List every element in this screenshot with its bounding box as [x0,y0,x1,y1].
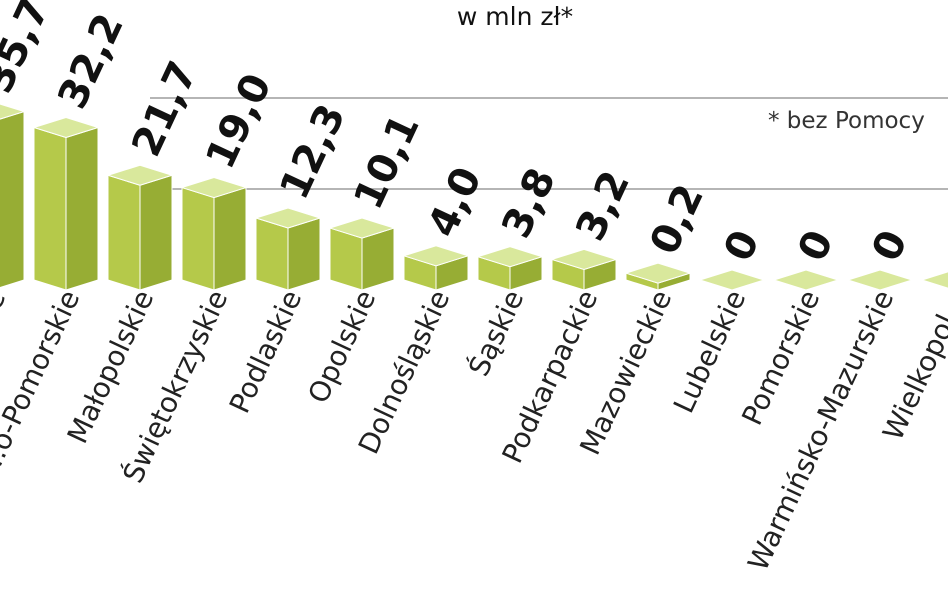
bar-top-12 [772,269,840,291]
bar-side-4 [213,186,247,291]
bar-top-3 [106,164,174,186]
category-label-5: Podlaskie [223,285,309,418]
bar-front-5 [255,217,289,291]
bar-top-13 [846,269,914,291]
bar-side-1 [0,110,25,289]
value-label-13: 0 [863,224,916,269]
bar-top-11 [698,269,766,291]
bar-side-5 [287,217,321,291]
bar-top-2 [32,116,100,139]
bar-top-10 [624,262,692,284]
value-label-10: 0,2 [641,178,713,262]
value-label-11: 0 [715,224,768,269]
category-label-8: Śąskie [461,285,530,382]
category-label-2: ...o-Pomorskie [0,285,86,479]
category-label-1: ...skie [0,285,12,374]
bar-side-3 [139,174,173,291]
value-label-12: 0 [789,224,842,269]
value-label-8: 3,8 [493,161,565,245]
bar-top-1 [0,103,26,120]
value-label-4: 19,0 [197,67,280,176]
bar-side-6 [361,227,395,291]
value-label-7: 4,0 [419,160,491,244]
value-label-2: 32,2 [49,7,132,116]
category-label-6: Opolskie [301,285,382,408]
bar-top-7 [402,245,470,267]
bar-side-2 [65,126,99,291]
bar-top-8 [476,246,544,268]
bar-top-5 [254,207,322,229]
bar-top-9 [550,248,618,270]
bar-top-6 [328,217,396,239]
footnote: * bez Pomocy [768,108,925,134]
bar-front-3 [107,174,141,291]
bar-front-6 [329,227,363,291]
bar-top-14 [920,271,948,289]
bar-front-4 [181,186,215,291]
value-label-6: 10,1 [345,107,428,216]
value-label-9: 3,2 [567,164,639,248]
bar-front-2 [33,126,67,291]
bar-top-4 [180,177,248,199]
value-label-3: 21,7 [123,55,206,164]
category-label-11: Lubelskie [667,285,752,418]
value-label-1: 35,7 [0,0,59,100]
chart-title: w mln zł* [456,2,574,31]
